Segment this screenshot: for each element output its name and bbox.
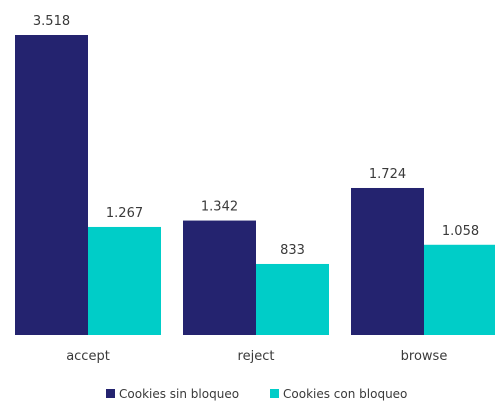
legend-swatch-series-1	[106, 389, 115, 398]
bar-reject-series-2	[256, 263, 329, 335]
bar-browse-series-2	[424, 244, 495, 335]
value-label-accept-series-2: 1.267	[106, 206, 143, 221]
value-label-browse-series-1: 1.724	[369, 167, 406, 182]
bar-accept-series-2	[88, 226, 161, 335]
category-label-reject: reject	[238, 349, 275, 364]
value-label-reject-series-2: 833	[280, 243, 305, 258]
bar-browse-series-1	[351, 187, 424, 335]
value-label-accept-series-1: 3.518	[33, 14, 70, 29]
value-label-reject-series-1: 1.342	[201, 200, 238, 215]
category-label-browse: browse	[401, 349, 448, 364]
category-labels-layer: accept reject browse	[66, 349, 447, 364]
legend: Cookies sin bloqueo Cookies con bloqueo	[106, 387, 407, 401]
bars-layer	[15, 35, 495, 335]
legend-label-series-2: Cookies con bloqueo	[283, 387, 407, 401]
legend-swatch-series-2	[270, 389, 279, 398]
legend-label-series-1: Cookies sin bloqueo	[119, 387, 239, 401]
value-label-browse-series-2: 1.058	[442, 224, 479, 239]
bar-reject-series-1	[183, 220, 256, 335]
category-label-accept: accept	[66, 349, 110, 364]
value-labels-layer: 3.518 1.267 1.342 833 1.724 1.058	[33, 14, 479, 258]
bar-accept-series-1	[15, 35, 88, 335]
